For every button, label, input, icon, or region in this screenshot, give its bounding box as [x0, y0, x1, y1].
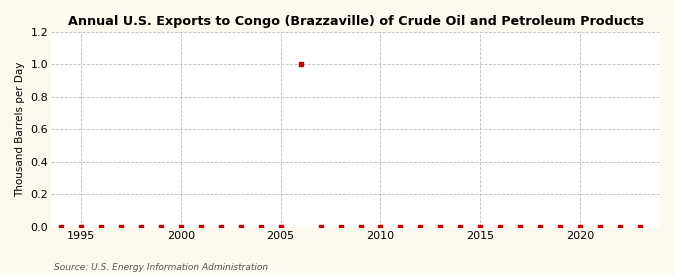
Title: Annual U.S. Exports to Congo (Brazzaville) of Crude Oil and Petroleum Products: Annual U.S. Exports to Congo (Brazzavill…	[68, 15, 643, 28]
Point	[595, 224, 605, 229]
Point	[76, 224, 86, 229]
Point	[535, 224, 545, 229]
Point	[255, 224, 266, 229]
Point	[415, 224, 426, 229]
Point	[275, 224, 286, 229]
Point	[555, 224, 566, 229]
Point	[375, 224, 386, 229]
Point	[335, 224, 346, 229]
Point	[236, 224, 246, 229]
Point	[495, 224, 506, 229]
Point	[515, 224, 526, 229]
Text: Source: U.S. Energy Information Administration: Source: U.S. Energy Information Administ…	[54, 263, 268, 272]
Point	[455, 224, 466, 229]
Point	[55, 224, 66, 229]
Point	[475, 224, 486, 229]
Point	[355, 224, 366, 229]
Point	[136, 224, 146, 229]
Point	[634, 224, 645, 229]
Y-axis label: Thousand Barrels per Day: Thousand Barrels per Day	[15, 62, 25, 197]
Point	[574, 224, 585, 229]
Point	[215, 224, 226, 229]
Point	[315, 224, 326, 229]
Point	[96, 224, 107, 229]
Point	[295, 62, 306, 67]
Point	[435, 224, 446, 229]
Point	[615, 224, 626, 229]
Point	[176, 224, 186, 229]
Point	[36, 224, 47, 229]
Point	[155, 224, 166, 229]
Point	[115, 224, 126, 229]
Point	[196, 224, 207, 229]
Point	[395, 224, 406, 229]
